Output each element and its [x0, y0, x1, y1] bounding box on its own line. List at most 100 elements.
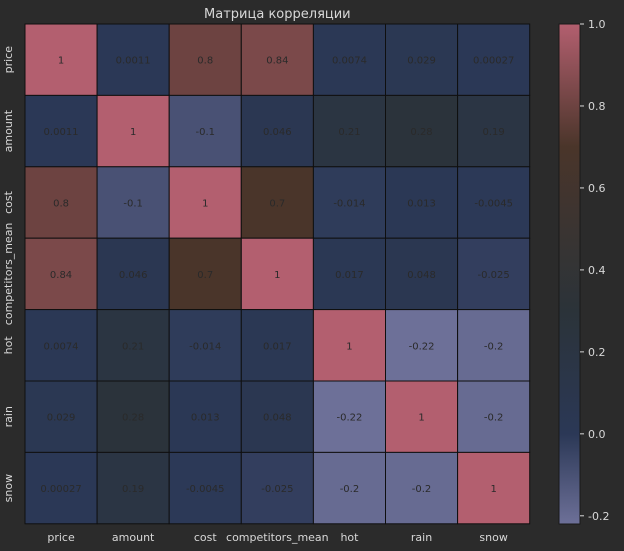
heatmap-cell-label: 1 — [490, 484, 496, 495]
heatmap-cell — [457, 309, 531, 382]
heatmap-cell-label: 0.0011 — [44, 127, 79, 138]
y-tick-label: hot — [2, 336, 15, 355]
heatmap-cell — [312, 237, 386, 311]
heatmap-cell-label: 0.21 — [122, 341, 144, 352]
heatmap-cell-label: 0.00027 — [40, 484, 81, 495]
x-tick-label: rain — [411, 531, 432, 544]
heatmap-cell — [96, 309, 170, 382]
heatmap-cell-label: 0.0074 — [332, 56, 367, 67]
heatmap-cell-label: 0.28 — [122, 413, 144, 424]
heatmap-cell — [457, 380, 531, 453]
heatmap-cell — [96, 451, 170, 525]
heatmap-cell — [312, 451, 386, 525]
colorbar-tick-label: 0.0 — [588, 428, 606, 441]
heatmap-cell-label: 1 — [58, 56, 64, 67]
heatmap-cell — [385, 451, 459, 525]
heatmap-cell — [385, 94, 459, 168]
heatmap-cell — [385, 166, 459, 239]
heatmap-cell — [24, 166, 98, 239]
heatmap-cell-label: -0.025 — [261, 484, 293, 495]
heatmap-cell — [240, 380, 314, 453]
colorbar-tick-label: 1.0 — [588, 18, 606, 31]
heatmap-cell-label: -0.22 — [409, 341, 435, 352]
heatmap-cell-label: 0.046 — [119, 270, 148, 281]
heatmap-cell — [96, 23, 170, 96]
heatmap-cell-label: -0.2 — [412, 484, 432, 495]
heatmap-cell-label: 0.048 — [263, 413, 292, 424]
heatmap-cell-label: 0.7 — [197, 270, 213, 281]
heatmap-cell-label: 0.029 — [47, 413, 76, 424]
chart-title: Матрица корреляции — [204, 7, 351, 22]
x-tick-label: competitors_mean — [226, 531, 329, 544]
heatmap-cell — [168, 237, 242, 311]
heatmap-cell — [457, 166, 531, 239]
colorbar-tick-label: -0.2 — [588, 510, 609, 523]
heatmap-cell-label: 0.017 — [335, 270, 364, 281]
heatmap-cell-label: -0.014 — [189, 341, 221, 352]
heatmap-cell-label: 1 — [130, 127, 136, 138]
heatmap-cell-label: 0.029 — [407, 56, 436, 67]
y-tick-label: price — [2, 46, 15, 74]
y-tick-label: cost — [2, 190, 15, 214]
heatmap-cell — [168, 309, 242, 382]
heatmap-cell-label: -0.2 — [340, 484, 360, 495]
heatmap-cell-label: 0.048 — [407, 270, 436, 281]
heatmap-cell — [457, 23, 531, 96]
heatmap-cell-label: 0.046 — [263, 127, 292, 138]
x-tick-label: price — [47, 531, 75, 544]
heatmap-cell-label: 0.0074 — [44, 341, 79, 352]
heatmap-cell — [96, 94, 170, 168]
heatmap-cells — [24, 23, 531, 525]
heatmap-cell — [240, 451, 314, 525]
heatmap-cell-label: -0.014 — [333, 199, 365, 210]
x-tick-label: cost — [194, 531, 218, 544]
heatmap-cell-label: -0.1 — [195, 127, 215, 138]
heatmap-cell-label: 0.84 — [50, 270, 72, 281]
heatmap-cell-label: 0.19 — [483, 127, 505, 138]
heatmap-cell — [96, 237, 170, 311]
y-tick-label: snow — [2, 474, 15, 502]
heatmap-cell — [96, 166, 170, 239]
heatmap-cell — [457, 237, 531, 311]
heatmap-cell-label: -0.2 — [484, 413, 504, 424]
heatmap-cell — [24, 237, 98, 311]
heatmap-cell-label: 0.8 — [197, 56, 213, 67]
heatmap-cell-label: 0.19 — [122, 484, 144, 495]
x-tick-label: amount — [112, 531, 155, 544]
y-tick-label: rain — [2, 406, 15, 427]
heatmap-cell — [385, 380, 459, 453]
heatmap-cell-label: 1 — [346, 341, 352, 352]
heatmap-cell-label: -0.22 — [337, 413, 363, 424]
heatmap-cell-label: 0.013 — [407, 199, 436, 210]
heatmap-cell — [168, 23, 242, 96]
heatmap-cell-label: 1 — [418, 413, 424, 424]
heatmap-cell-label: 0.013 — [191, 413, 220, 424]
y-tick-label: amount — [2, 109, 15, 152]
heatmap-cell — [24, 309, 98, 382]
colorbar-tick-label: 0.6 — [588, 182, 606, 195]
heatmap-cell-label: 0.84 — [266, 56, 288, 67]
heatmap-cell — [457, 451, 531, 525]
heatmap-cell-label: -0.025 — [478, 270, 510, 281]
heatmap-cell-label: 0.7 — [269, 199, 285, 210]
heatmap-cell-label: 1 — [274, 270, 280, 281]
heatmap-cell — [24, 94, 98, 168]
heatmap-cell-label: -0.2 — [484, 341, 504, 352]
heatmap-cell-label: 0.8 — [53, 199, 69, 210]
heatmap-cell — [168, 380, 242, 453]
heatmap-cell-label: -0.0045 — [474, 199, 513, 210]
heatmap-cell-label: -0.1 — [123, 199, 143, 210]
heatmap-cell-label: 0.0011 — [116, 56, 151, 67]
heatmap-cell — [168, 451, 242, 525]
heatmap-cell — [168, 166, 242, 239]
heatmap-cell — [457, 94, 531, 168]
heatmap-cell — [240, 166, 314, 239]
heatmap-cell-label: 1 — [202, 199, 208, 210]
heatmap-cell — [168, 94, 242, 168]
x-tick-label: snow — [479, 531, 507, 544]
heatmap-cell-label: 0.21 — [338, 127, 360, 138]
heatmap-cell — [312, 94, 386, 168]
heatmap-cell-label: 0.017 — [263, 341, 292, 352]
